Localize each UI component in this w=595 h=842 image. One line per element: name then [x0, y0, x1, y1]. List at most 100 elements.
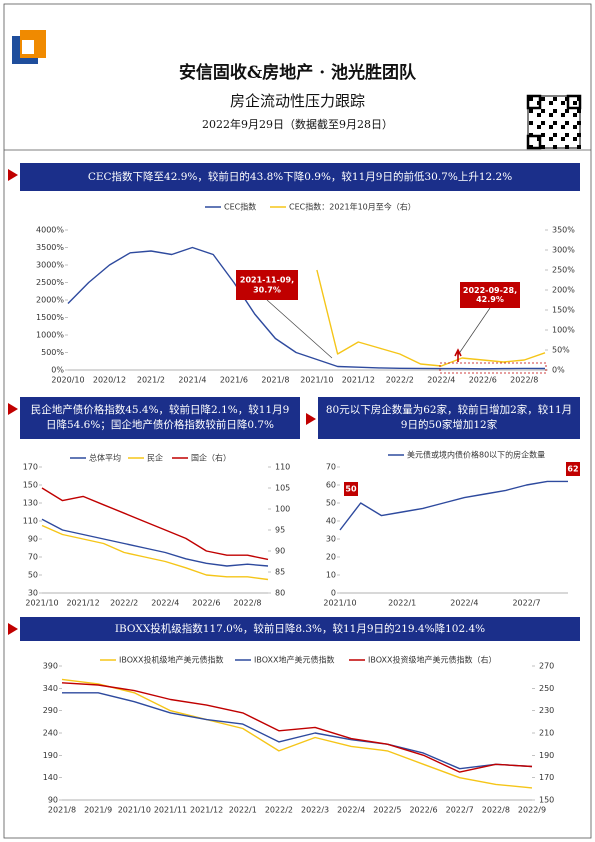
y-tick-label: 190 [539, 751, 554, 760]
x-tick-label: 2022/8 [233, 599, 261, 608]
annotation-arrow [457, 307, 491, 356]
x-tick-label: 2020/12 [93, 376, 126, 385]
logo [22, 40, 34, 54]
y-tick-label: 200% [552, 286, 575, 295]
annotation-box [236, 270, 298, 300]
qr-module [553, 145, 557, 149]
y-tick-label: 340 [43, 684, 58, 693]
qr-finder [526, 94, 542, 110]
banner: 民企地产债价格指数45.4%，较前日降2.1%，较11月9日降54.6%；国企地… [20, 397, 300, 439]
highlight-arrow [454, 348, 462, 362]
series-line [61, 682, 533, 773]
page-border [3, 3, 592, 839]
x-tick-label: 2022/8 [510, 376, 538, 385]
y-tick-label: 0 [331, 589, 336, 598]
qr-module [573, 113, 577, 117]
x-tick-label: 2022/2 [110, 599, 138, 608]
legend-label: IBOXX投机级地产美元债指数 [119, 655, 223, 665]
header-title: 安信固收&房地产 · 池光胜团队 [178, 63, 417, 83]
y-tick-label: 70 [28, 553, 38, 562]
y-tick-label: 100 [275, 505, 290, 514]
header-subtitle: 房企流动性压力跟踪 [229, 92, 365, 110]
y-tick-label: 3500% [36, 243, 64, 252]
legend-label: 总体平均 [89, 453, 121, 463]
y-tick-label: 350% [552, 226, 575, 235]
y-tick-label: 270 [539, 662, 554, 671]
y-tick-label: 1500% [36, 313, 64, 322]
banner-arrow [8, 623, 18, 635]
y-tick-label: 390 [43, 662, 58, 671]
qr-module [553, 109, 557, 113]
y-tick-label: 0% [552, 366, 565, 375]
x-tick-label: 2020/10 [51, 376, 84, 385]
x-tick-label: 2021/10 [118, 806, 151, 815]
qr-module [577, 109, 581, 113]
qr-module [561, 101, 565, 105]
qr-module [565, 121, 569, 125]
qr-module [529, 97, 533, 101]
series-line [41, 518, 269, 567]
annotation-arrow [266, 299, 333, 359]
x-tick-label: 2022/8 [482, 806, 510, 815]
series-line [339, 480, 568, 531]
qr-module [573, 125, 577, 129]
qr-module [541, 133, 545, 137]
y-tick-label: 70 [326, 463, 336, 472]
qr-module [577, 145, 581, 149]
annotation-text: 50 [345, 485, 357, 494]
qr-module [549, 125, 553, 129]
qr-module [577, 121, 581, 125]
legend-label: 美元债或境内债价格80以下的房企数量 [407, 450, 545, 460]
y-tick-label: 90 [28, 535, 38, 544]
y-tick-label: 50 [28, 571, 38, 580]
y-tick-label: 240 [43, 729, 58, 738]
qr-module [553, 121, 557, 125]
qr-module [549, 101, 553, 105]
qr-module [529, 109, 533, 113]
x-tick-label: 2022/1 [388, 599, 416, 608]
y-tick-label: 210 [539, 729, 554, 738]
y-tick-label: 50 [326, 499, 336, 508]
y-tick-label: 150 [539, 796, 554, 805]
qr-module [565, 145, 569, 149]
x-tick-label: 2021/10 [300, 376, 333, 385]
y-tick-label: 100% [552, 326, 575, 335]
qr-module [573, 101, 577, 105]
qr-module [553, 97, 557, 101]
annotation-text: 62 [567, 465, 578, 474]
x-tick-label: 2022/4 [151, 599, 179, 608]
annotation-text: 2022-09-28, [463, 286, 517, 295]
y-tick-label: 110 [275, 463, 290, 472]
x-tick-label: 2022/1 [229, 806, 257, 815]
x-tick-label: 2021/6 [220, 376, 248, 385]
legend-label: 民企 [147, 453, 163, 463]
x-tick-label: 2022/9 [518, 806, 546, 815]
y-tick-label: 30 [326, 535, 336, 544]
highlight-box [439, 362, 547, 374]
qr-module [565, 133, 569, 137]
annotation-text: 30.7% [253, 286, 281, 295]
series-line [62, 692, 533, 770]
qr-module [577, 133, 581, 137]
y-tick-label: 170 [23, 463, 38, 472]
y-tick-label: 170 [539, 773, 554, 782]
y-tick-label: 2500% [36, 278, 64, 287]
qr-module [541, 97, 545, 101]
y-tick-label: 110 [23, 517, 38, 526]
qr-finder [566, 94, 582, 110]
qr-module [541, 121, 545, 125]
x-tick-label: 2021/11 [154, 806, 187, 815]
series-line [316, 269, 546, 367]
annotation-box [460, 282, 520, 308]
qr-module [541, 109, 545, 113]
y-tick-label: 140 [43, 773, 58, 782]
y-tick-label: 30 [28, 589, 38, 598]
x-tick-label: 2022/4 [427, 376, 455, 385]
x-tick-label: 2022/4 [450, 599, 478, 608]
qr-module [561, 113, 565, 117]
legend-label: 国企（右） [191, 453, 231, 463]
x-tick-label: 2021/12 [190, 806, 223, 815]
qr-module [549, 137, 553, 141]
annotation-text: 42.9% [476, 295, 504, 304]
